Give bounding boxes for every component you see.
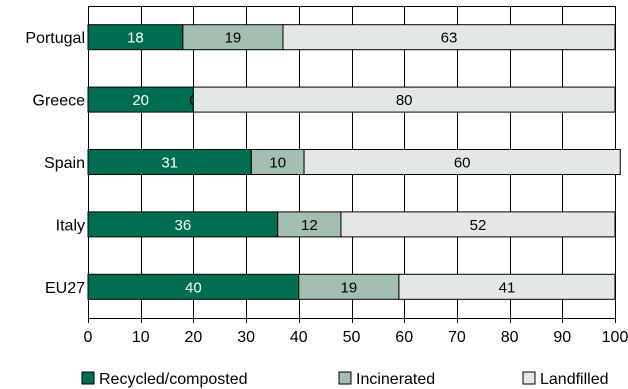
data-label-italy-landfilled: 52 — [470, 217, 487, 234]
x-tick-label-60: 60 — [395, 329, 413, 346]
legend-label-recycled-composted: Recycled/composted — [99, 371, 248, 388]
x-tick-label-40: 40 — [290, 329, 308, 346]
legend-swatch-incinerated — [339, 372, 351, 384]
x-tick-label-80: 80 — [501, 329, 519, 346]
x-axis: 0 10 20 30 40 50 60 70 80 90 100 — [84, 318, 628, 346]
data-label-portugal-incinerated: 19 — [225, 30, 242, 47]
bars: 18196320080311060361252401941 — [88, 25, 620, 300]
data-label-spain-landfilled: 60 — [454, 155, 471, 172]
data-label-eu27-incinerated: 19 — [341, 279, 358, 296]
data-label-spain-recycled-composted: 31 — [161, 155, 178, 172]
category-labels: Portugal Greece Spain Italy EU27 — [25, 30, 85, 297]
data-label-portugal-landfilled: 63 — [441, 30, 458, 47]
legend: Recycled/composted Incinerated Landfilled — [82, 371, 609, 388]
legend-label-landfilled: Landfilled — [540, 371, 609, 388]
x-tick-label-100: 100 — [602, 329, 628, 346]
x-tick-label-10: 10 — [132, 329, 150, 346]
data-label-spain-incinerated: 10 — [269, 155, 286, 172]
category-label-greece: Greece — [33, 93, 86, 110]
x-tick-label-0: 0 — [84, 329, 93, 346]
data-label-eu27-recycled-composted: 40 — [185, 279, 202, 296]
data-label-eu27-landfilled: 41 — [499, 279, 516, 296]
data-label-greece-landfilled: 80 — [396, 92, 413, 109]
data-label-portugal-recycled-composted: 18 — [127, 30, 144, 47]
category-label-spain: Spain — [44, 155, 85, 172]
x-tick-label-70: 70 — [448, 329, 466, 346]
data-label-italy-incinerated: 12 — [301, 217, 318, 234]
data-label-greece-recycled-composted: 20 — [132, 92, 149, 109]
category-label-portugal: Portugal — [25, 30, 85, 47]
x-tick-label-30: 30 — [237, 329, 255, 346]
x-tick-label-90: 90 — [553, 329, 571, 346]
x-tick-label-20: 20 — [185, 329, 203, 346]
legend-swatch-recycled-composted — [82, 372, 94, 384]
x-tick-label-50: 50 — [343, 329, 361, 346]
category-label-italy: Italy — [56, 217, 85, 234]
data-label-italy-recycled-composted: 36 — [175, 217, 192, 234]
legend-label-incinerated: Incinerated — [356, 371, 435, 388]
legend-swatch-landfilled — [523, 372, 535, 384]
category-label-eu27: EU27 — [45, 280, 85, 297]
